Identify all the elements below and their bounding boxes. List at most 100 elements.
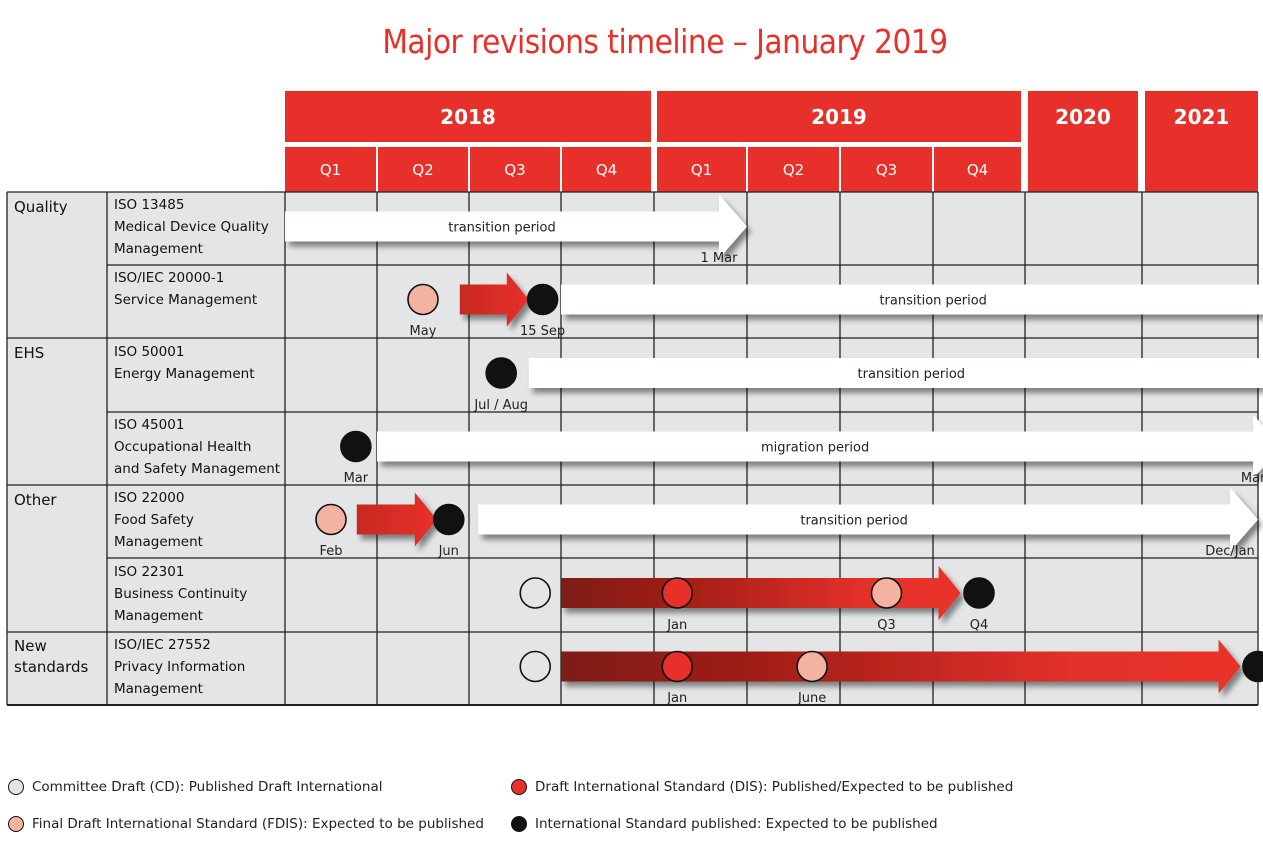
period-end-label: Dec/Jan <box>1205 544 1255 559</box>
milestone-label: Q4 <box>970 618 989 633</box>
standard-iso-45001: ISO 45001 Occupational Health and Safety… <box>114 414 280 480</box>
milestone-label: Jan <box>666 691 687 706</box>
dis-milestone <box>661 650 694 683</box>
period-label: migration period <box>761 441 869 456</box>
fdis-milestone <box>407 283 439 316</box>
standard-name: Management <box>114 241 203 257</box>
row-marks: transition periodSepMay15 Sep <box>407 272 1263 339</box>
is-circle-icon <box>511 816 527 832</box>
period-label: transition period <box>448 221 555 236</box>
period-arrow <box>561 284 1263 315</box>
category-new-standards: New standards <box>14 637 89 676</box>
standard-name: Privacy Information <box>114 659 246 675</box>
year-header-2019: 2019 <box>657 91 1021 142</box>
milestone-label: Jul / Aug <box>473 398 528 413</box>
legend-item-dis: Draft International Standard (DIS): Publ… <box>511 779 1013 795</box>
dis-circle-icon <box>511 779 527 795</box>
standard-code: ISO 50001 <box>114 344 185 360</box>
standard-name: Management <box>114 681 203 697</box>
standard-name: Management <box>114 608 203 624</box>
legend-label: Draft International Standard (DIS): Publ… <box>535 779 1014 795</box>
standard-code: ISO 22301 <box>114 564 185 580</box>
standard-code: ISO 13485 <box>114 197 185 213</box>
standard-name: Management <box>114 534 203 550</box>
standard-name: Energy Management <box>114 366 255 382</box>
standard-name: Occupational Health <box>114 439 252 455</box>
progress-arrow <box>459 272 529 327</box>
standard-code: ISO/IEC 27552 <box>114 637 211 653</box>
period-end-label: Mar <box>1241 471 1263 486</box>
standard-iso-iec-27552: ISO/IEC 27552 Privacy Information Manage… <box>114 634 245 700</box>
year-header-2018: 2018 <box>285 91 651 142</box>
is-milestone <box>963 577 995 609</box>
row-marks: transition period 1 Mar <box>285 194 747 266</box>
milestone-label: Mar <box>344 471 369 486</box>
quarter-header-2018-q4: Q4 <box>562 147 651 192</box>
period-arrow <box>478 487 1258 552</box>
standard-name: Food Safety <box>114 512 194 528</box>
cd-milestone <box>519 650 552 683</box>
milestone-label: Jun <box>438 544 459 559</box>
fdis-circle-icon <box>8 816 24 832</box>
row-marks: migration period Mar Mar <box>340 414 1263 486</box>
standard-code: ISO 22000 <box>114 490 185 506</box>
quarter-header-2018-q1: Q1 <box>285 147 376 192</box>
legend-label: Final Draft International Standard (FDIS… <box>32 816 484 832</box>
milestone-label: Feb <box>319 544 342 559</box>
milestone-label: 15 Sep <box>520 324 565 339</box>
standard-name: Medical Device Quality <box>114 219 269 235</box>
legend-label: Committee Draft (CD): Published Draft In… <box>32 779 383 795</box>
row-marks: Jan June <box>519 639 1263 706</box>
legend-item-cd: Committee Draft (CD): Published Draft In… <box>8 779 383 795</box>
standard-iso-50001: ISO 50001 Energy Management <box>114 341 254 385</box>
standard-iso-22000: ISO 22000 Food Safety Management <box>114 487 203 553</box>
period-label: transition period <box>800 514 907 529</box>
year-header-2021: 2021 <box>1145 91 1258 192</box>
year-header-2020: 2020 <box>1028 91 1138 192</box>
row-marks: Jan Q3 Q4 <box>519 566 995 633</box>
legend-label: International Standard published: Expect… <box>535 816 938 832</box>
quarter-header-2018-q2: Q2 <box>378 147 468 192</box>
fdis-milestone <box>870 577 903 609</box>
quarter-header-2018-q3: Q3 <box>470 147 560 192</box>
standard-name: Business Continuity <box>114 586 248 602</box>
category-ehs: EHS <box>14 344 45 362</box>
cd-circle-icon <box>8 779 24 795</box>
cd-milestone <box>519 577 552 609</box>
chart-title: Major revisions timeline – January 2019 <box>382 22 948 61</box>
quarter-header-2019-q1: Q1 <box>657 147 746 192</box>
legend-item-fdis: Final Draft International Standard (FDIS… <box>8 816 484 832</box>
fdis-milestone <box>796 650 828 683</box>
category-quality: Quality <box>14 198 68 216</box>
legend-item-is: International Standard published: Expect… <box>511 816 938 832</box>
standard-code: ISO/IEC 20000-1 <box>114 270 225 286</box>
category-other: Other <box>14 491 57 509</box>
standard-code: ISO 45001 <box>114 417 185 433</box>
milestone-label: May <box>410 324 437 339</box>
period-arrow <box>285 194 747 259</box>
dis-milestone <box>661 577 694 609</box>
standard-iso-iec-20000-1: ISO/IEC 20000-1 Service Management <box>114 267 257 311</box>
is-milestone <box>340 430 372 463</box>
quarter-header-2019-q2: Q2 <box>748 147 839 192</box>
is-milestone <box>432 503 465 536</box>
quarter-header-2019-q3: Q3 <box>841 147 932 192</box>
is-milestone <box>485 357 518 389</box>
standard-name: and Safety Management <box>114 461 281 477</box>
standard-iso-22301: ISO 22301 Business Continuity Management <box>114 561 247 627</box>
row-marks: transition period Dec/Jan Feb Jun <box>315 487 1258 559</box>
milestone-label: June <box>797 691 826 706</box>
progress-arrow <box>356 492 437 547</box>
quarter-header-2019-q4: Q4 <box>934 147 1021 192</box>
progress-arrow <box>561 566 961 620</box>
row-marks: transition periodAugJul / Aug <box>473 357 1263 413</box>
is-milestone <box>1242 650 1263 683</box>
period-label: transition period <box>879 294 986 309</box>
fdis-milestone <box>315 503 347 536</box>
standard-iso-13485: ISO 13485 Medical Device Quality Managem… <box>114 194 269 260</box>
period-label: transition period <box>858 367 965 382</box>
period-arrow <box>528 358 1263 388</box>
milestone-label: Q3 <box>877 618 896 633</box>
period-end-label: 1 Mar <box>701 251 739 266</box>
